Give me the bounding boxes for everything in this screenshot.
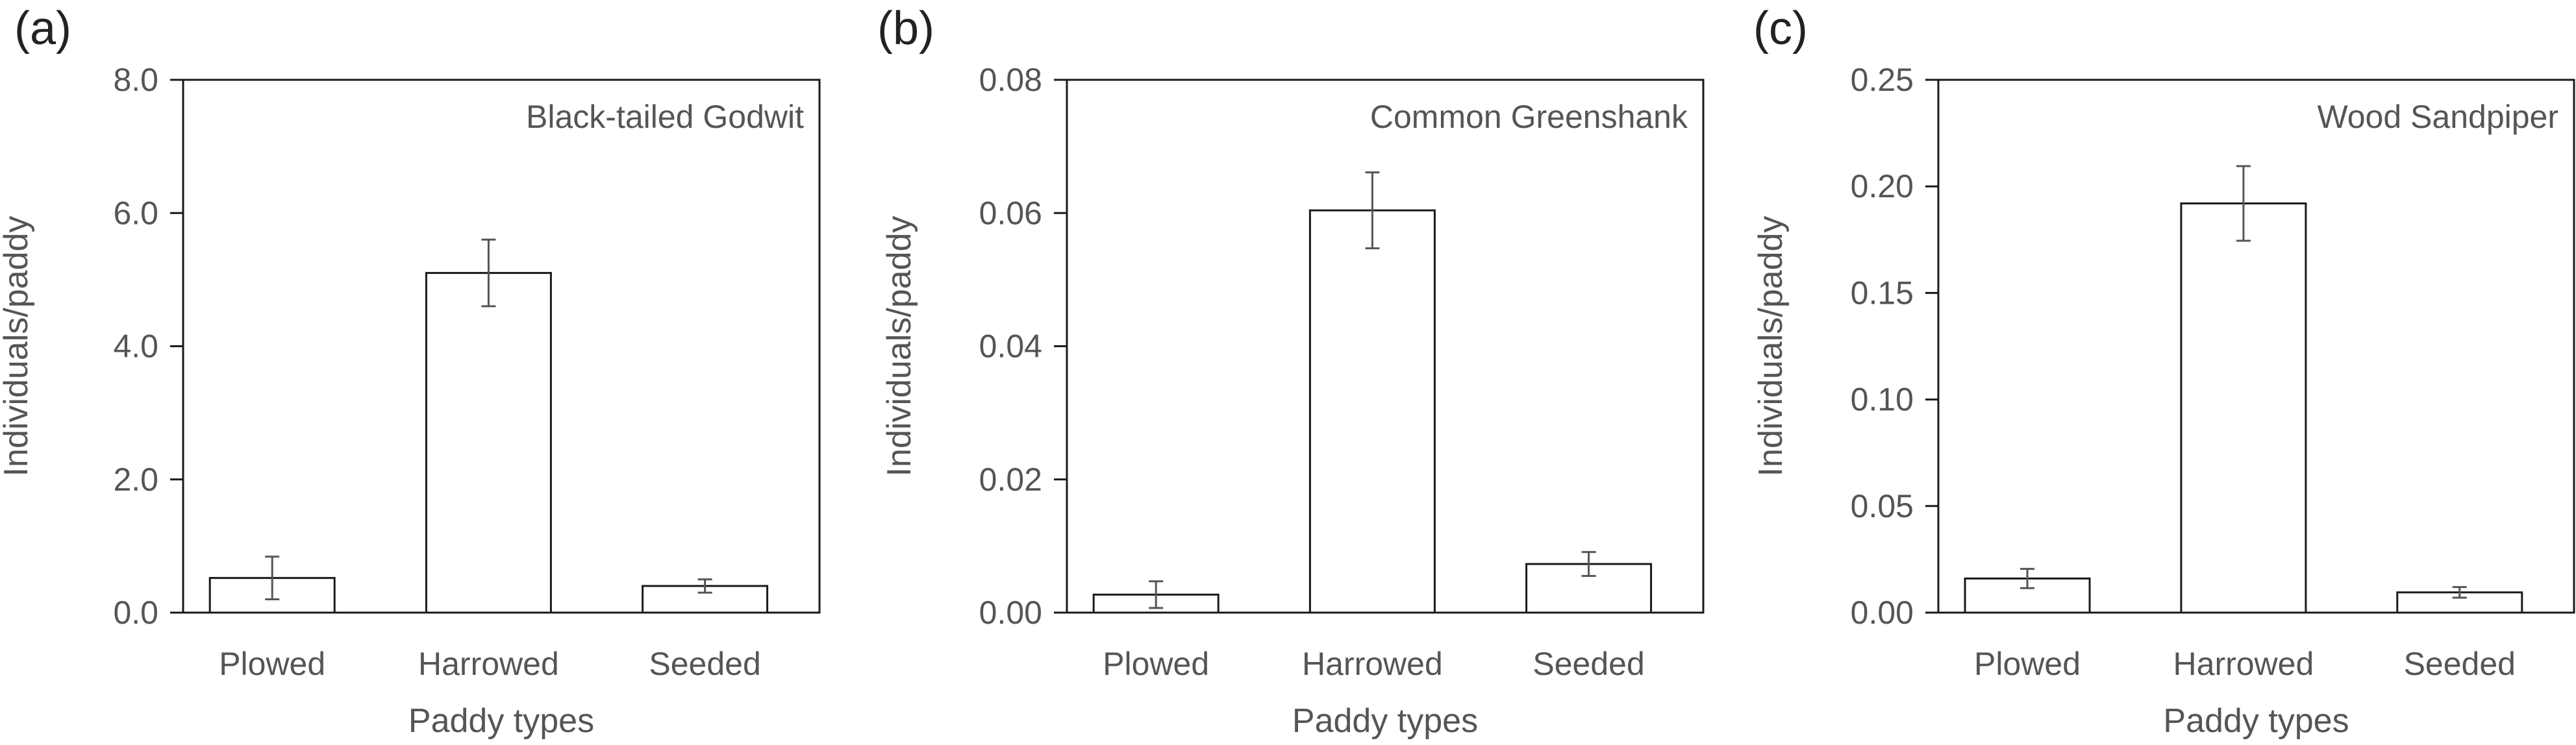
x-category-label: Seeded <box>1532 646 1644 682</box>
y-tick-label: 0.02 <box>979 461 1042 498</box>
y-tick-label: 0.0 <box>113 594 158 631</box>
species-title: Black-tailed Godwit <box>526 99 804 135</box>
y-tick-label: 6.0 <box>113 195 158 231</box>
x-category-label: Harrowed <box>418 646 559 682</box>
x-category-label: Plowed <box>1974 646 2081 682</box>
species-title: Wood Sandpiper <box>2317 99 2558 135</box>
x-category-label: Plowed <box>219 646 325 682</box>
x-axis-title: Paddy types <box>408 702 594 740</box>
y-tick-label: 0.06 <box>979 195 1042 231</box>
panel-label: (b) <box>877 3 934 55</box>
panel-label: (c) <box>1753 3 1808 55</box>
y-tick-label: 2.0 <box>113 461 158 498</box>
y-axis-title: Individuals/paddy <box>881 216 918 477</box>
x-category-label: Seeded <box>2404 646 2516 682</box>
y-tick-label: 0.00 <box>1851 594 1914 631</box>
bar-harrowed <box>425 272 552 614</box>
y-tick-label: 4.0 <box>113 328 158 365</box>
x-category-label: Plowed <box>1103 646 1209 682</box>
y-axis-title: Individuals/paddy <box>1752 216 1790 477</box>
y-tick-label: 0.25 <box>1851 62 1914 98</box>
y-tick-label: 0.15 <box>1851 275 1914 311</box>
bar-harrowed <box>1308 209 1436 614</box>
species-title: Common Greenshank <box>1370 99 1688 135</box>
y-tick-label: 8.0 <box>113 62 158 98</box>
y-tick-label: 0.00 <box>979 594 1042 631</box>
x-category-label: Harrowed <box>2173 646 2314 682</box>
x-category-label: Harrowed <box>1302 646 1443 682</box>
y-tick-label: 0.05 <box>1851 488 1914 524</box>
x-axis-title: Paddy types <box>1292 702 1478 740</box>
y-tick-label: 0.10 <box>1851 382 1914 418</box>
bar-harrowed <box>2180 202 2307 614</box>
panel-label: (a) <box>14 3 71 55</box>
x-category-label: Seeded <box>649 646 760 682</box>
x-axis-title: Paddy types <box>2163 702 2349 740</box>
y-axis-title: Individuals/paddy <box>0 216 35 477</box>
y-tick-label: 0.20 <box>1851 168 1914 204</box>
y-tick-label: 0.04 <box>979 328 1042 365</box>
y-tick-label: 0.08 <box>979 62 1042 98</box>
